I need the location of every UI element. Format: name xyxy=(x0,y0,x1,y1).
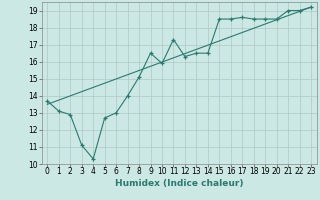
X-axis label: Humidex (Indice chaleur): Humidex (Indice chaleur) xyxy=(115,179,244,188)
